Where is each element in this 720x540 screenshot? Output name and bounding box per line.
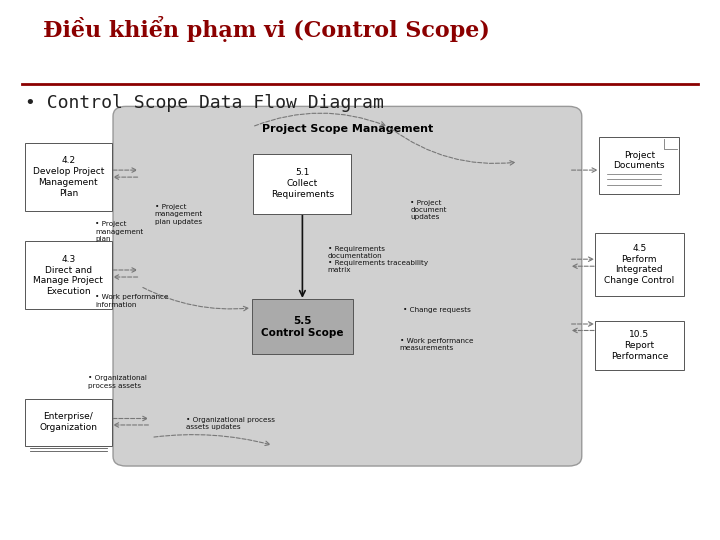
Text: 4.5
Perform
Integrated
Change Control: 4.5 Perform Integrated Change Control — [604, 244, 675, 285]
FancyBboxPatch shape — [24, 399, 112, 446]
FancyBboxPatch shape — [24, 241, 112, 309]
FancyBboxPatch shape — [595, 233, 684, 296]
Text: • Change requests: • Change requests — [403, 307, 471, 313]
FancyBboxPatch shape — [599, 137, 680, 194]
FancyBboxPatch shape — [253, 153, 351, 213]
Text: 5.1
Collect
Requirements: 5.1 Collect Requirements — [271, 168, 334, 199]
Text: • Organizational process
assets updates: • Organizational process assets updates — [186, 417, 275, 430]
Text: • Project
management
plan: • Project management plan — [95, 221, 143, 242]
Text: Project
Documents: Project Documents — [613, 151, 665, 170]
Text: • Requirements
documentation
• Requirements traceability
matrix: • Requirements documentation • Requireme… — [328, 246, 428, 273]
Text: Project Scope Management: Project Scope Management — [262, 124, 433, 134]
Text: Điều khiển phạm vi (Control Scope): Điều khiển phạm vi (Control Scope) — [43, 16, 490, 42]
Text: 5.5
Control Scope: 5.5 Control Scope — [261, 316, 343, 338]
FancyBboxPatch shape — [595, 321, 684, 370]
Text: • Organizational
process assets: • Organizational process assets — [88, 375, 147, 389]
Text: • Project
document
updates: • Project document updates — [410, 200, 447, 220]
Text: • Project
management
plan updates: • Project management plan updates — [155, 204, 203, 225]
Text: 4.3
Direct and
Manage Project
Execution: 4.3 Direct and Manage Project Execution — [33, 255, 104, 296]
FancyBboxPatch shape — [252, 299, 353, 354]
Text: • Control Scope Data Flow Diagram: • Control Scope Data Flow Diagram — [25, 94, 384, 112]
Text: • Work performance
measurements: • Work performance measurements — [400, 338, 473, 351]
Text: 4.2
Develop Project
Management
Plan: 4.2 Develop Project Management Plan — [32, 157, 104, 198]
Text: 10.5
Report
Performance: 10.5 Report Performance — [611, 330, 668, 361]
Text: • Work performance
information: • Work performance information — [95, 294, 168, 308]
FancyBboxPatch shape — [24, 143, 112, 211]
FancyBboxPatch shape — [113, 106, 582, 466]
Text: Enterprise/
Organization: Enterprise/ Organization — [40, 413, 97, 432]
